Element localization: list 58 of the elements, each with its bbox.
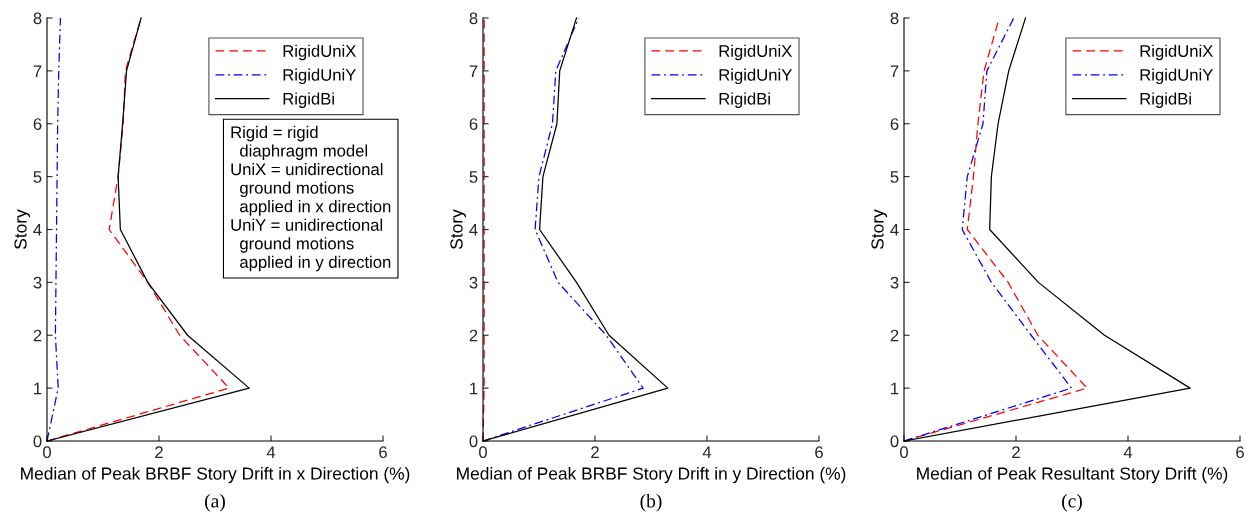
- x-tick-label: 2: [1012, 446, 1020, 458]
- legend-label: RigidUniX: [719, 44, 792, 61]
- x-tick-label: 6: [815, 446, 823, 459]
- annotation: Rigid = rigid diaphragm model UniX = unidirectional ground motions applied in x direction UniY = unidirectional ground motions applied in y direction: [231, 125, 391, 272]
- y-tick-label: 8: [890, 12, 899, 25]
- legend-label: RigidUniX: [283, 44, 356, 61]
- y-tick-label: 7: [469, 65, 478, 77]
- legend-label: RigidUniX: [1140, 44, 1213, 61]
- y-tick-label: 5: [469, 171, 478, 183]
- y-tick-label: 7: [890, 65, 899, 77]
- legend-label: RigidUniY: [283, 68, 356, 85]
- x-tick-label: 0: [900, 446, 908, 459]
- y-tick-label: 5: [890, 171, 899, 183]
- y-tick-label: 2: [33, 329, 42, 342]
- y-axis-title: Story: [14, 209, 31, 249]
- y-tick-label: 6: [33, 118, 42, 130]
- legend-label: RigidBi: [719, 92, 770, 108]
- y-tick-label: 3: [33, 276, 42, 289]
- legend-label: RigidBi: [1140, 92, 1191, 108]
- y-tick-label: 3: [890, 276, 899, 289]
- legend-label: RigidBi: [283, 92, 334, 108]
- x-axis-title: Median of Peak BRBF Story Drift in y Direction (%): [457, 466, 846, 484]
- x-axis-title: Median of Peak BRBF Story Drift in x Direction (%): [21, 466, 410, 484]
- x-tick-label: 6: [1236, 446, 1244, 459]
- y-tick-label: 4: [33, 224, 42, 236]
- x-tick-label: 4: [702, 446, 712, 458]
- y-tick-label: 8: [469, 12, 478, 25]
- y-tick-label: 2: [469, 329, 478, 342]
- x-tick-label: 4: [1123, 446, 1133, 458]
- y-tick-label: 1: [470, 382, 478, 395]
- text: (c): [1062, 493, 1082, 512]
- x-axis-title: Median of Peak Resultant Story Drift (%): [917, 466, 1228, 484]
- x-tick-label: 0: [43, 446, 51, 459]
- y-tick-label: 0: [890, 435, 899, 448]
- y-tick-label: 1: [34, 382, 42, 395]
- x-tick-label: 4: [266, 446, 276, 458]
- y-tick-label: 8: [33, 12, 42, 25]
- y-tick-label: 4: [469, 224, 478, 236]
- y-tick-label: 6: [469, 118, 478, 130]
- y-tick-label: 3: [469, 276, 478, 289]
- x-tick-label: 6: [379, 446, 387, 459]
- x-tick-label: 2: [155, 446, 163, 458]
- y-axis-title: Story: [871, 209, 888, 249]
- legend-label: RigidUniY: [1140, 68, 1213, 85]
- x-tick-label: 2: [591, 446, 599, 458]
- text: (a): [205, 493, 225, 512]
- y-tick-label: 0: [33, 435, 42, 448]
- legend-label: RigidUniY: [719, 68, 792, 85]
- y-tick-label: 1: [891, 382, 899, 395]
- y-tick-label: 2: [890, 329, 899, 342]
- text: (b): [640, 493, 662, 512]
- y-tick-label: 6: [890, 118, 899, 130]
- y-tick-label: 5: [33, 171, 42, 183]
- y-tick-label: 4: [890, 224, 899, 236]
- y-axis-title: Story: [450, 209, 467, 249]
- y-tick-label: 7: [33, 65, 42, 77]
- y-tick-label: 0: [469, 435, 478, 448]
- x-tick-label: 0: [479, 446, 487, 459]
